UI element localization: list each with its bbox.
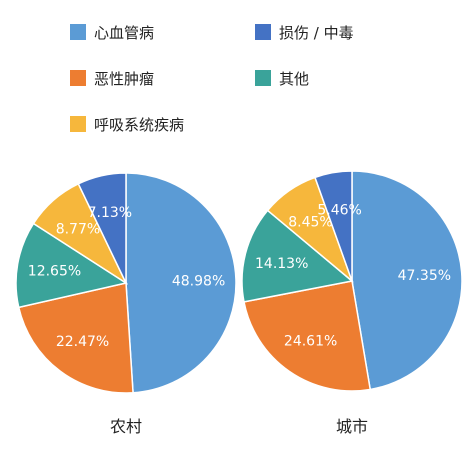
legend-swatch [255, 24, 271, 40]
legend-swatch [70, 116, 86, 132]
pie-slice [351, 170, 463, 391]
legend-item: 恶性肿瘤 [70, 70, 154, 88]
pies: 48.98% 22.47% 12.65% 8.77%7.13% 农村 47.35% 24.6… [15, 170, 463, 436]
slice-value-label: 7.13% [88, 205, 132, 221]
legend-label: 其他 [279, 70, 309, 88]
legend-label: 心血管病 [94, 24, 154, 42]
pie-title: 城市 [336, 417, 368, 436]
legend-swatch [70, 70, 86, 86]
legend-swatch [255, 70, 271, 86]
legend-label: 损伤 / 中毒 [279, 24, 354, 42]
pie-chart: 48.98% 22.47% 12.65% 8.77%7.13% 农村 [15, 172, 237, 436]
slice-value-label: 47.35% [398, 268, 451, 284]
slice-value-label: 5.46% [317, 202, 361, 218]
legend-swatch [70, 24, 86, 40]
pie-title: 农村 [110, 417, 142, 436]
slice-value-label: 22.47% [56, 334, 109, 350]
legend-label: 呼吸系统疾病 [94, 116, 184, 134]
pie-slice [243, 280, 372, 392]
legend-item: 心血管病 [70, 24, 154, 42]
legend-item: 其他 [255, 70, 309, 88]
pie-slice [17, 282, 134, 394]
slice-value-label: 8.45% [288, 214, 332, 230]
pie-chart: 47.35% 24.61% 14.13% 8.45%5.46% 城市 [241, 170, 463, 436]
pie-slice [314, 170, 353, 282]
pie-slice [77, 172, 127, 284]
pie-slice [15, 222, 128, 309]
pie-slice [125, 172, 237, 394]
slice-value-label: 8.77% [56, 222, 100, 238]
slice-value-label: 24.61% [284, 334, 337, 350]
slice-value-label: 14.13% [255, 256, 308, 272]
pie-slice [241, 209, 354, 303]
legend-label: 恶性肿瘤 [94, 70, 154, 88]
slice-value-label: 48.98% [172, 274, 225, 290]
slice-value-label: 12.65% [28, 263, 81, 279]
legend-item: 损伤 / 中毒 [255, 24, 354, 42]
legend-item: 呼吸系统疾病 [70, 116, 184, 134]
